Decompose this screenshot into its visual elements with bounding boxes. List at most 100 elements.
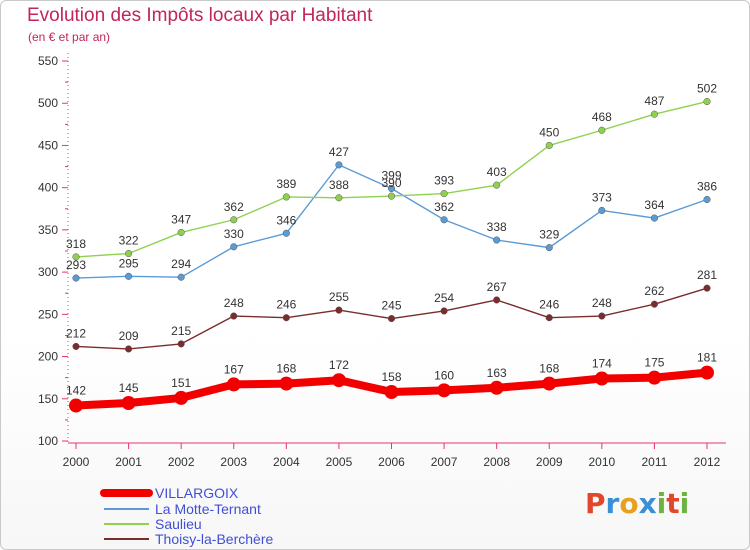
data-point: [230, 216, 238, 224]
data-label: 330: [224, 227, 244, 241]
data-point: [489, 380, 504, 395]
data-point: [125, 272, 133, 280]
x-tick-label: 2005: [326, 455, 353, 469]
x-tick-label: 2009: [536, 455, 563, 469]
logo-letter: i: [656, 487, 667, 520]
data-label: 248: [224, 296, 244, 310]
data-point: [598, 206, 606, 215]
data-label: 168: [276, 362, 296, 376]
data-label: 389: [276, 177, 296, 191]
x-tick-label: 2012: [694, 455, 721, 469]
data-label: 209: [119, 329, 139, 343]
data-label: 158: [381, 370, 401, 384]
data-point: [700, 365, 714, 380]
data-point: [703, 195, 711, 204]
y-tick-label: 300: [38, 265, 58, 279]
data-point: [384, 385, 399, 400]
data-label: 322: [119, 234, 139, 248]
data-label: 386: [697, 179, 717, 193]
data-point: [650, 300, 658, 308]
data-label: 346: [276, 213, 296, 227]
data-point: [331, 373, 346, 388]
logo-letter: x: [638, 487, 657, 520]
data-point: [335, 161, 343, 169]
data-label: 295: [119, 256, 139, 270]
data-label: 174: [592, 357, 612, 371]
data-label: 181: [697, 351, 717, 365]
y-tick-label: 250: [38, 307, 58, 321]
data-point: [177, 228, 185, 236]
data-point: [279, 376, 294, 391]
y-tick-label: 500: [38, 96, 58, 110]
data-point: [440, 190, 448, 198]
data-point: [387, 192, 396, 200]
data-point: [493, 236, 501, 244]
data-point: [493, 181, 501, 189]
data-label: 145: [119, 381, 139, 395]
data-label: 364: [644, 198, 664, 212]
data-label: 281: [697, 268, 717, 282]
data-label: 403: [487, 165, 507, 179]
y-tick-label: 100: [38, 434, 58, 448]
y-tick-label: 350: [38, 223, 58, 237]
data-point: [545, 314, 553, 322]
logo-letter: o: [619, 487, 639, 520]
data-point: [69, 398, 83, 413]
axes: 100 150 200 250 300 350 400 450 500 550 2000 2001 20…: [38, 53, 726, 469]
data-label: 175: [644, 356, 664, 370]
data-point: [545, 244, 553, 252]
data-point: [335, 194, 343, 202]
data-point: [437, 383, 452, 398]
data-label: 293: [66, 258, 86, 272]
data-label: 393: [434, 174, 454, 188]
data-label: 212: [66, 326, 86, 340]
data-point: [174, 390, 189, 405]
data-label: 427: [329, 145, 349, 159]
data-label: 163: [487, 366, 507, 380]
logo-letter: r: [605, 487, 620, 520]
data-point: [282, 229, 290, 237]
logo-letter: t: [666, 487, 680, 520]
data-label: 502: [697, 82, 717, 96]
data-point: [703, 97, 711, 106]
data-label: 487: [644, 94, 664, 108]
x-tick-label: 2004: [273, 455, 300, 469]
data-label: 172: [329, 358, 349, 372]
data-point: [387, 184, 396, 193]
data-point: [647, 370, 662, 385]
data-label: 399: [381, 169, 401, 183]
chart-subtitle: (en € et par an): [28, 30, 111, 44]
y-tick-label: 450: [38, 138, 58, 152]
x-tick-label: 2011: [642, 455, 668, 469]
data-point: [72, 253, 80, 261]
data-label: 246: [276, 298, 296, 312]
data-point: [177, 340, 185, 348]
y-tick-label: 150: [38, 392, 58, 406]
data-label: 254: [434, 291, 454, 305]
data-point: [594, 371, 609, 386]
data-label: 318: [66, 237, 86, 251]
y-tick-label: 200: [38, 350, 58, 364]
chart-title: Evolution des Impôts locaux par Habitant: [27, 5, 373, 26]
logo-letter: i: [679, 487, 690, 520]
data-point: [542, 376, 557, 391]
data-label: 246: [539, 298, 559, 312]
data-label: 215: [171, 324, 191, 338]
data-label: 450: [539, 125, 559, 139]
data-label: 362: [434, 200, 454, 214]
series-lines: [69, 97, 714, 413]
x-tick-label: 2002: [168, 455, 195, 469]
data-point: [125, 345, 133, 353]
data-label: 338: [487, 220, 507, 234]
data-point: [282, 193, 290, 201]
data-point: [493, 296, 501, 304]
data-point: [650, 110, 658, 118]
data-label: 167: [224, 362, 244, 376]
data-label: 151: [171, 376, 191, 390]
x-tick-label: 2001: [115, 455, 142, 469]
data-point: [335, 306, 343, 314]
data-point: [230, 243, 238, 251]
